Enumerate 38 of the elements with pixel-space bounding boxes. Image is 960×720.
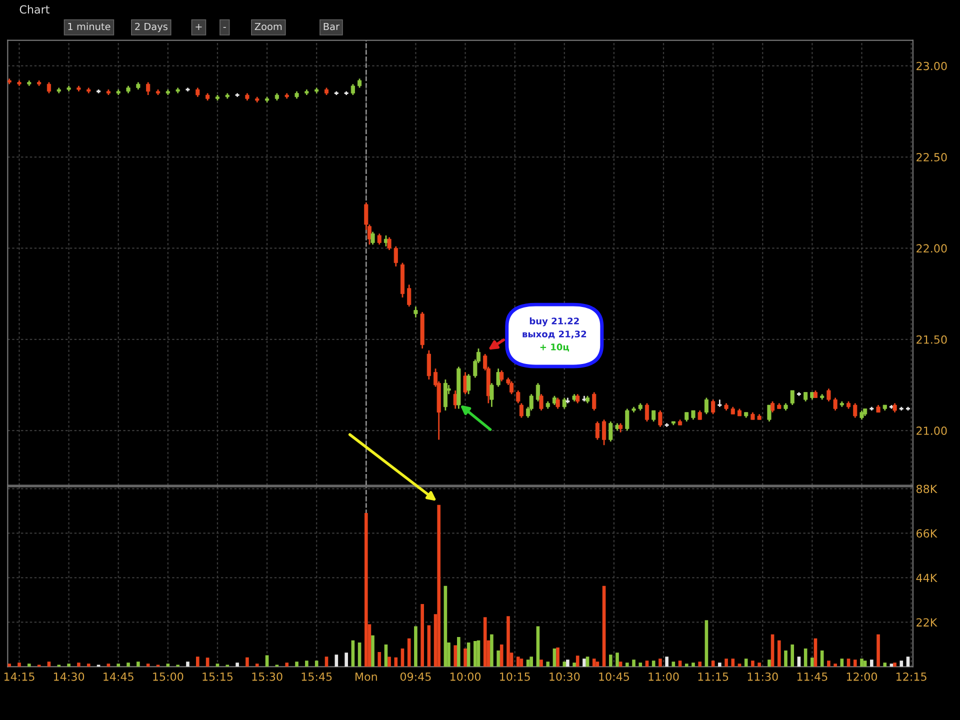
text: Zoom xyxy=(254,22,282,30)
x-tick-label: 12:00 xyxy=(846,672,878,681)
x-tick-label: 10:45 xyxy=(599,672,629,681)
annotation: + 10ц xyxy=(540,344,569,352)
y-tick-label: 21.50 xyxy=(916,335,947,344)
text: + xyxy=(196,24,202,30)
y-tick-label: 22.50 xyxy=(916,153,947,162)
x-tick-label: 10:30 xyxy=(550,672,580,681)
x-tick-label: 15:00 xyxy=(153,672,184,681)
x-tick-label: 11:15 xyxy=(698,672,728,681)
x-tick-label: Mon xyxy=(356,672,377,681)
annotation: buy 21.22 xyxy=(530,317,579,326)
chart-title: Chart xyxy=(20,5,50,14)
y-tick-label: 66K xyxy=(916,529,938,538)
text: 1 minute xyxy=(68,22,110,30)
x-tick-label: 12:15 xyxy=(896,672,926,681)
x-tick-label: 10:00 xyxy=(450,672,481,681)
x-tick-label: 15:45 xyxy=(302,672,332,681)
x-tick-label: 14:30 xyxy=(54,672,84,681)
y-tick-label: 23.00 xyxy=(916,62,947,70)
y-tick-label: 44K xyxy=(916,574,938,582)
x-tick-label: 10:15 xyxy=(500,672,530,681)
y-tick-label: 21.00 xyxy=(916,426,947,435)
y-tick-label: 88K xyxy=(916,484,938,494)
x-tick-label: 09:45 xyxy=(400,672,431,681)
x-tick-label: 14:45 xyxy=(104,672,134,681)
y-tick-label: 22.00 xyxy=(916,244,947,253)
x-tick-label: 14:15 xyxy=(4,672,34,681)
text: - xyxy=(223,26,226,28)
text: Bar xyxy=(324,22,340,30)
x-tick-label: 11:00 xyxy=(648,672,679,681)
annotation: выход 21,32 xyxy=(522,330,586,339)
x-tick-label: 11:45 xyxy=(797,672,828,681)
y-tick-label: 22K xyxy=(916,618,938,626)
text: 2 Days xyxy=(135,22,168,32)
x-tick-label: 15:15 xyxy=(202,672,233,681)
x-tick-label: 11:30 xyxy=(748,672,778,681)
x-tick-label: 15:30 xyxy=(252,672,282,681)
